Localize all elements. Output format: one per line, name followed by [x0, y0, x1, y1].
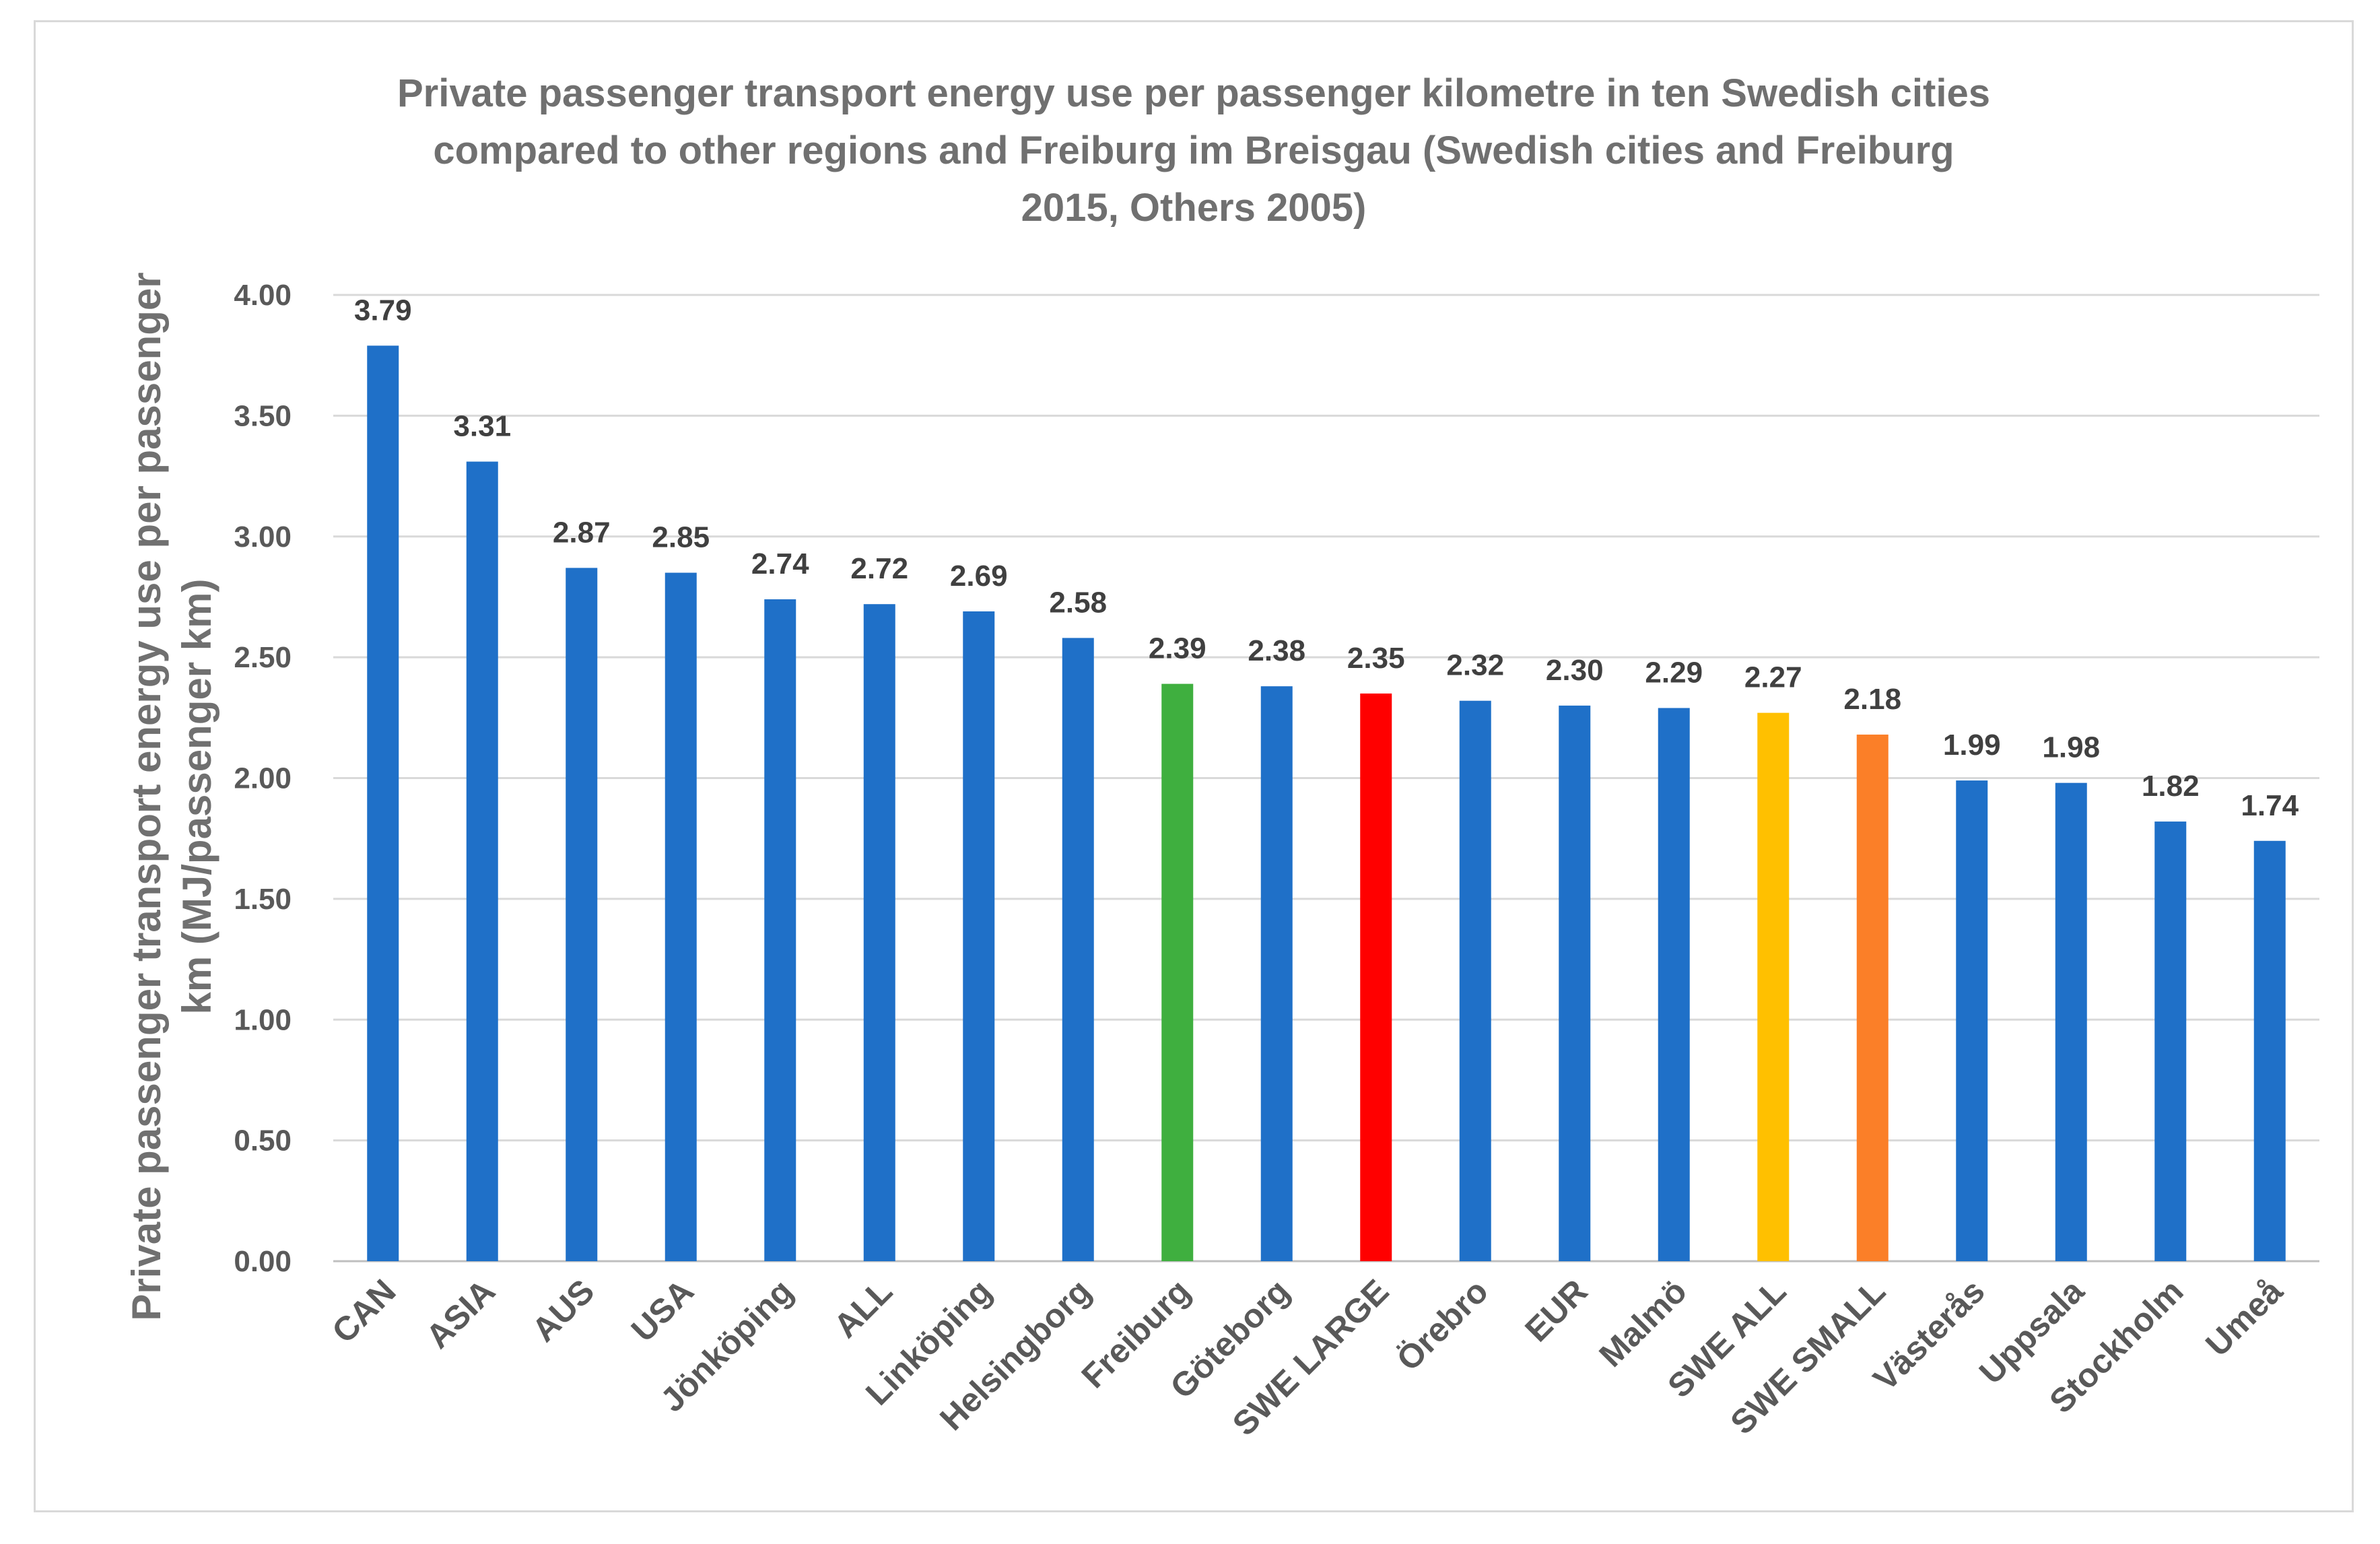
- bar: [466, 461, 498, 1261]
- y-tick-label: 2.50: [234, 641, 292, 674]
- y-axis-ticks: 0.00 0.50 1.00 1.50 2.00 2.50 3.00 3.50 4.00: [234, 279, 292, 1278]
- x-tick-label: Västerås: [1866, 1272, 1992, 1398]
- bar: [1956, 780, 1988, 1261]
- bar-chart: Private passenger transport energy use p…: [124, 71, 2319, 1443]
- gridlines: [333, 294, 2319, 1263]
- data-label: 2.72: [850, 552, 908, 585]
- data-label: 3.31: [453, 410, 511, 443]
- x-tick-label: Örebro: [1390, 1272, 1495, 1378]
- bars: [367, 345, 2286, 1262]
- bar: [1161, 683, 1194, 1261]
- data-label: 2.85: [652, 521, 710, 554]
- x-tick-label: Malmö: [1592, 1272, 1694, 1374]
- y-axis-title-line-2: km (MJ/passenger km): [174, 579, 219, 1015]
- bar: [1062, 638, 1094, 1261]
- bar: [1658, 708, 1690, 1261]
- data-label: 2.39: [1149, 632, 1206, 665]
- y-tick-label: 2.00: [234, 762, 292, 795]
- data-label: 2.30: [1546, 654, 1604, 687]
- bar: [1559, 705, 1591, 1261]
- data-label: 2.69: [950, 560, 1008, 593]
- data-label: 2.35: [1347, 642, 1405, 675]
- bar: [566, 568, 598, 1262]
- data-label: 2.29: [1645, 656, 1703, 689]
- y-tick-label: 3.00: [234, 521, 292, 553]
- y-tick-label: 0.50: [234, 1125, 292, 1157]
- data-label: 2.74: [751, 547, 809, 580]
- y-tick-label: 1.00: [234, 1003, 292, 1036]
- x-tick-label: ASIA: [419, 1272, 502, 1355]
- bar: [367, 345, 399, 1261]
- bar: [2253, 840, 2286, 1261]
- data-label: 2.87: [553, 516, 611, 549]
- y-tick-label: 0.00: [234, 1245, 292, 1278]
- data-label: 2.18: [1843, 683, 1901, 716]
- x-tick-label: USA: [624, 1272, 701, 1349]
- y-axis-title-line-1: Private passenger transport energy use p…: [124, 272, 169, 1320]
- x-tick-label: EUR: [1518, 1272, 1594, 1349]
- chart-title: Private passenger transport energy use p…: [397, 71, 1990, 230]
- y-tick-label: 4.00: [234, 279, 292, 312]
- chart-title-line-3: 2015, Others 2005): [1021, 186, 1367, 230]
- data-label: 3.79: [354, 294, 412, 327]
- data-label: 1.99: [1943, 729, 2001, 762]
- x-tick-label: ALL: [827, 1272, 899, 1345]
- data-label: 2.27: [1744, 661, 1802, 694]
- bar: [1757, 712, 1790, 1261]
- data-label: 2.58: [1049, 586, 1107, 619]
- chart-frame: Private passenger transport energy use p…: [34, 20, 2354, 1512]
- bar: [1360, 693, 1392, 1261]
- chart-title-line-1: Private passenger transport energy use p…: [397, 71, 1990, 115]
- chart-title-line-2: compared to other regions and Freiburg i…: [433, 129, 1954, 172]
- bar: [963, 611, 995, 1261]
- bar: [1459, 700, 1491, 1261]
- data-label: 1.82: [2142, 770, 2200, 803]
- x-tick-label: CAN: [325, 1272, 403, 1350]
- data-label: 1.74: [2241, 789, 2299, 822]
- bar: [1260, 686, 1293, 1261]
- bar: [863, 604, 895, 1261]
- x-tick-label: Umeå: [2198, 1272, 2290, 1364]
- y-axis-title: Private passenger transport energy use p…: [124, 272, 219, 1320]
- bar: [2055, 782, 2087, 1261]
- y-tick-label: 1.50: [234, 883, 292, 916]
- data-label: 2.32: [1446, 649, 1504, 682]
- x-tick-label: AUS: [524, 1272, 601, 1349]
- data-labels: 3.79 3.31 2.87 2.85 2.74 2.72 2.69 2.58 2.39 2.38…: [354, 294, 2299, 821]
- y-tick-label: 3.50: [234, 399, 292, 432]
- bar: [2154, 821, 2187, 1261]
- data-label: 2.38: [1248, 634, 1305, 667]
- bar: [764, 599, 796, 1261]
- data-label: 1.98: [2042, 731, 2100, 764]
- bar: [665, 572, 697, 1261]
- bar: [1856, 734, 1889, 1261]
